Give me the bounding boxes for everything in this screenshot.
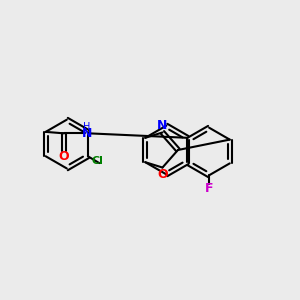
Text: H: H bbox=[83, 122, 91, 132]
Text: N: N bbox=[82, 127, 92, 140]
Text: O: O bbox=[157, 168, 168, 181]
Text: F: F bbox=[205, 182, 213, 195]
Text: Cl: Cl bbox=[91, 156, 103, 166]
Text: N: N bbox=[157, 119, 168, 132]
Text: O: O bbox=[59, 150, 69, 163]
